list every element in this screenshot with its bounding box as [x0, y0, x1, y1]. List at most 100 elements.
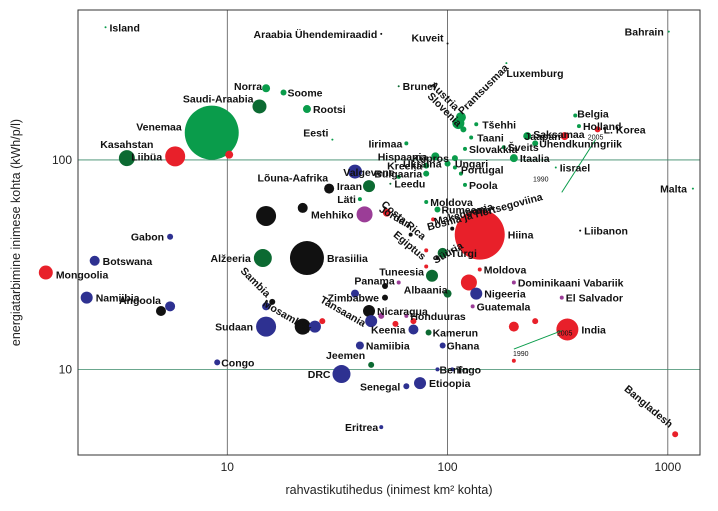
- data-point: [302, 105, 311, 114]
- point-label: Nicaragua: [377, 306, 428, 318]
- point-label: Honduuras: [410, 311, 466, 323]
- x-axis-label: rahvastikutihedus (inimest km² kohta): [285, 483, 492, 497]
- point-label: Hispaania: [378, 151, 428, 163]
- point-label: Brunei: [403, 81, 436, 93]
- data-point: [104, 26, 107, 29]
- data-point: [556, 318, 579, 341]
- data-point: [501, 145, 506, 150]
- point-label: Rootsi: [313, 104, 346, 116]
- point-label: Jaapan: [524, 131, 560, 143]
- point-label: Brasiilia: [327, 253, 368, 265]
- data-point: [225, 150, 234, 159]
- data-point: [424, 248, 429, 253]
- data-point: [289, 241, 324, 276]
- point-label: Ghana: [447, 340, 480, 352]
- data-points: [38, 26, 694, 438]
- data-point: [324, 183, 335, 194]
- data-point: [435, 367, 440, 372]
- data-point: [594, 126, 601, 133]
- point-label: Norra: [234, 81, 262, 93]
- point-label: Bulgaaria: [374, 169, 422, 181]
- point-label: Portugal: [461, 165, 504, 177]
- point-label: Gabon: [131, 232, 164, 244]
- point-label: Valgevene: [343, 167, 395, 179]
- point-label: Nigeeria: [484, 289, 526, 301]
- point-label: Luxemburg: [506, 68, 563, 80]
- data-point: [256, 205, 277, 226]
- point-label: Ühendkuningriik: [539, 137, 622, 150]
- data-point: [269, 298, 276, 305]
- data-point: [389, 182, 392, 185]
- data-point: [350, 289, 359, 298]
- data-point: [410, 318, 417, 325]
- y-tick-label: 100: [52, 153, 72, 167]
- data-point: [355, 341, 364, 350]
- point-label: Zimbabwe: [328, 293, 380, 305]
- point-label: Namiibia: [366, 340, 410, 352]
- data-point: [396, 174, 401, 179]
- data-point: [451, 155, 458, 162]
- data-point: [414, 377, 427, 390]
- data-point: [347, 164, 362, 179]
- point-label: Kreeka: [387, 161, 422, 173]
- point-label: Taani: [477, 132, 504, 144]
- data-point: [262, 302, 271, 311]
- x-tick-label: 1000: [654, 460, 681, 474]
- point-label: L. Korea: [604, 124, 646, 136]
- point-label: Ungari: [455, 159, 488, 171]
- data-point: [404, 313, 409, 318]
- data-point: [253, 249, 272, 268]
- data-point: [80, 291, 93, 304]
- y-tick-label: 10: [59, 362, 73, 376]
- data-point: [469, 135, 474, 140]
- data-point: [379, 425, 384, 430]
- data-point: [319, 318, 326, 325]
- data-point: [396, 280, 401, 285]
- point-label: Congo: [221, 357, 254, 369]
- point-label: Bahrain: [625, 27, 664, 39]
- point-label: Kuveit: [411, 32, 444, 44]
- data-point: [424, 199, 429, 204]
- data-point: [460, 274, 477, 291]
- data-point: [667, 30, 670, 33]
- data-point: [450, 367, 455, 372]
- point-label: Ukraina: [403, 159, 442, 171]
- point-label: Küpros: [412, 153, 449, 165]
- data-point: [408, 232, 413, 237]
- data-point: [297, 202, 308, 213]
- data-point: [155, 305, 166, 316]
- data-point: [167, 233, 174, 240]
- data-point: [262, 84, 271, 93]
- data-point: [560, 132, 569, 141]
- data-point: [256, 316, 277, 337]
- data-point: [423, 170, 430, 177]
- x-tick-label: 10: [221, 460, 235, 474]
- data-point: [474, 122, 479, 127]
- point-label: DRC: [308, 369, 331, 381]
- point-label: Senegal: [360, 381, 400, 393]
- data-point: [118, 150, 135, 167]
- data-point: [165, 301, 176, 312]
- point-label: India: [581, 325, 606, 337]
- year-annotation: 1990: [533, 176, 549, 183]
- point-label: Guatemala: [477, 301, 531, 313]
- data-point: [380, 32, 383, 35]
- data-point: [425, 329, 432, 336]
- point-label: Leedu: [394, 179, 425, 191]
- year-annotation: 1990: [513, 351, 529, 358]
- point-label: Moldova: [484, 264, 527, 276]
- point-label: Bangladesh: [622, 383, 675, 430]
- point-label: Läti: [337, 194, 356, 206]
- year-annotation: 2005: [588, 135, 604, 142]
- data-point: [452, 165, 457, 170]
- data-point: [452, 117, 465, 130]
- point-label: Botswana: [103, 256, 153, 268]
- data-point: [511, 358, 516, 363]
- point-label: Araabia Ühendemiraadid: [254, 28, 378, 41]
- point-label: Rumeenia: [441, 204, 491, 216]
- tick-labels: 10 100 1000 10 100: [52, 153, 682, 474]
- point-label: Holland: [583, 121, 622, 133]
- data-point: [408, 324, 419, 335]
- data-point: [404, 141, 409, 146]
